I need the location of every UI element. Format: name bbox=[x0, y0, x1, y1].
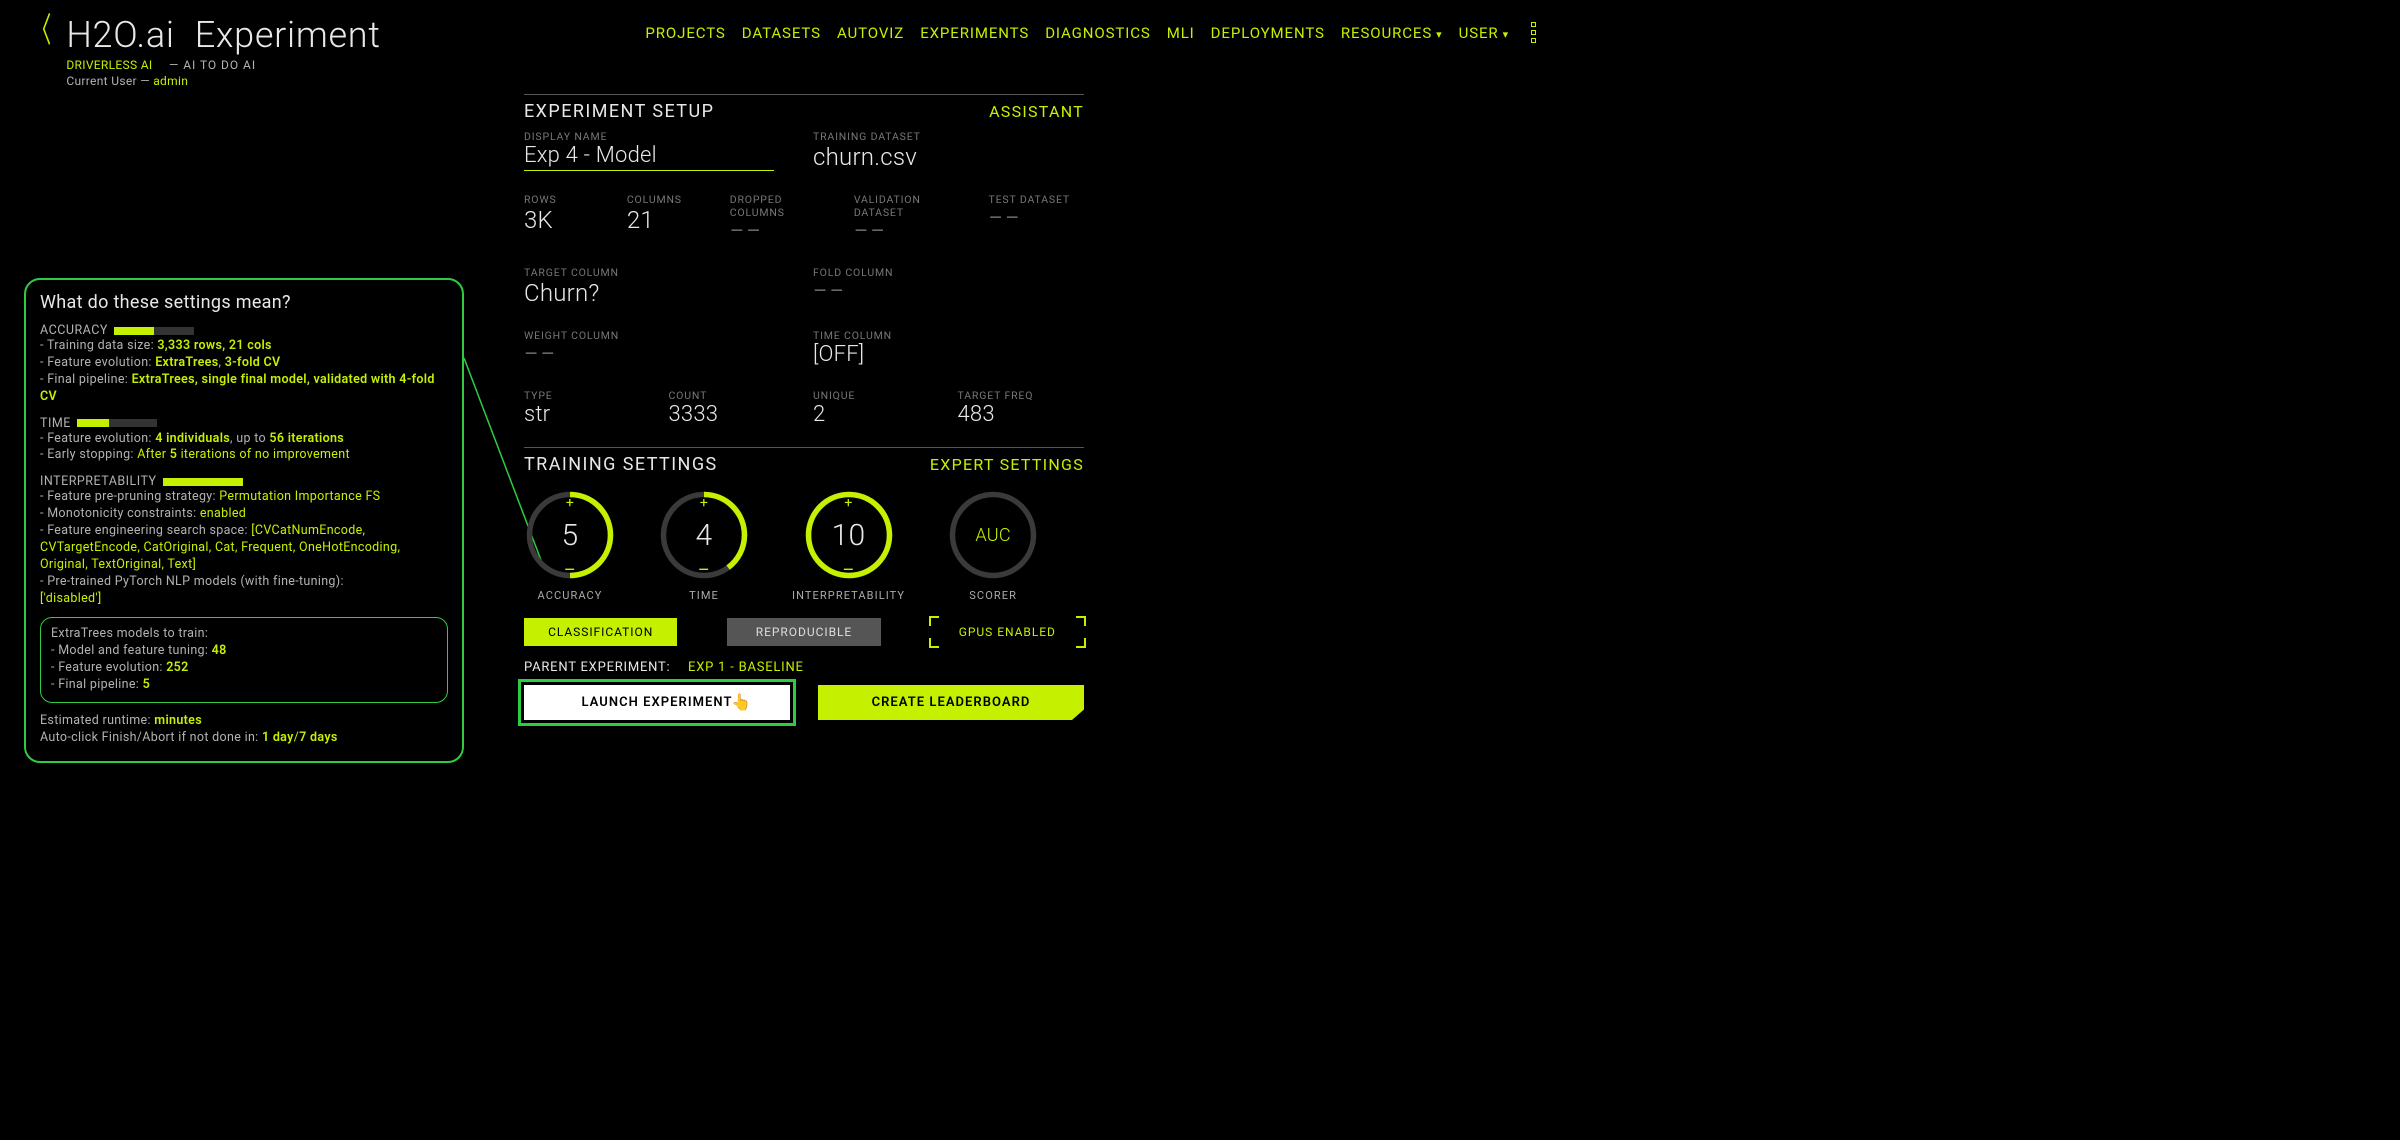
current-user-label: Current User — bbox=[66, 74, 150, 88]
dropped-value[interactable]: –– bbox=[730, 219, 836, 244]
nav-mli[interactable]: MLI bbox=[1167, 24, 1195, 42]
create-leaderboard-button[interactable]: CREATE LEADERBOARD bbox=[818, 685, 1084, 720]
nav-deployments[interactable]: DEPLOYMENTS bbox=[1211, 24, 1325, 42]
unique-value: 2 bbox=[813, 402, 940, 427]
time-bar bbox=[77, 419, 157, 427]
fold-value[interactable]: –– bbox=[813, 279, 1084, 304]
interp-section-title: INTERPRETABILITY bbox=[40, 474, 448, 489]
classification-pill[interactable]: CLASSIFICATION bbox=[524, 618, 677, 646]
cursor-hand-icon: 👆 bbox=[731, 692, 752, 711]
page-title: Experiment bbox=[195, 14, 381, 56]
product-tagline: — AI TO DO AI bbox=[169, 58, 256, 72]
nav-autoviz[interactable]: AUTOVIZ bbox=[837, 24, 904, 42]
nav-user[interactable]: USER bbox=[1459, 24, 1509, 42]
box-line: Feature evolution: 252 bbox=[51, 660, 437, 677]
dials-row: + 5 – ACCURACY + 4 – TIME bbox=[524, 489, 1084, 602]
main-nav: PROJECTS DATASETS AUTOVIZ EXPERIMENTS DI… bbox=[645, 14, 1536, 43]
accuracy-bar bbox=[114, 327, 194, 335]
topbar: 〈 H2O.ai Experiment DRIVERLESS AI — AI T… bbox=[0, 0, 1560, 88]
nav-menu-icon[interactable] bbox=[1531, 22, 1536, 43]
display-name-field[interactable]: DISPLAY NAME Exp 4 - Model bbox=[524, 130, 795, 171]
validation-value[interactable]: –– bbox=[854, 219, 971, 244]
current-user: admin bbox=[153, 74, 188, 88]
training-title: TRAINING SETTINGS bbox=[524, 454, 718, 475]
training-dataset-field[interactable]: TRAINING DATASET churn.csv bbox=[813, 130, 1084, 171]
parent-experiment-value[interactable]: EXP 1 - BASELINE bbox=[688, 660, 804, 675]
gpus-pill[interactable]: GPUS ENABLED bbox=[931, 618, 1084, 646]
accuracy-dial[interactable]: + 5 – bbox=[524, 489, 616, 581]
weight-value[interactable]: –– bbox=[524, 342, 795, 367]
nav-resources[interactable]: RESOURCES bbox=[1341, 24, 1443, 42]
panel-title: What do these settings mean? bbox=[40, 292, 448, 313]
minus-icon[interactable]: – bbox=[842, 566, 854, 577]
reproducible-pill[interactable]: REPRODUCIBLE bbox=[727, 618, 880, 646]
setup-title: EXPERIMENT SETUP bbox=[524, 101, 714, 122]
minus-icon[interactable]: – bbox=[564, 566, 576, 577]
accuracy-line: Final pipeline: ExtraTrees, single final… bbox=[40, 372, 448, 406]
runtime-line: Estimated runtime: minutes bbox=[40, 713, 448, 730]
models-to-train-box: ExtraTrees models to train: Model and fe… bbox=[40, 617, 448, 703]
nav-datasets[interactable]: DATASETS bbox=[742, 24, 821, 42]
cols-value: 21 bbox=[627, 206, 712, 234]
interp-line: Feature pre-pruning strategy: Permutatio… bbox=[40, 489, 448, 506]
time-section-title: TIME bbox=[40, 416, 448, 431]
nav-diagnostics[interactable]: DIAGNOSTICS bbox=[1045, 24, 1151, 42]
brand-block: H2O.ai Experiment DRIVERLESS AI — AI TO … bbox=[66, 14, 380, 88]
freq-value: 483 bbox=[958, 402, 1085, 427]
assistant-link[interactable]: ASSISTANT bbox=[989, 102, 1084, 121]
box-line: Final pipeline: 5 bbox=[51, 677, 437, 694]
accuracy-section-title: ACCURACY bbox=[40, 323, 448, 338]
interp-line: Pre-trained PyTorch NLP models (with fin… bbox=[40, 574, 448, 608]
nav-projects[interactable]: PROJECTS bbox=[645, 24, 725, 42]
scorer-dial[interactable]: AUC bbox=[947, 489, 1039, 581]
interp-line: Feature engineering search space: [CVCat… bbox=[40, 523, 448, 574]
interp-line: Monotonicity constraints: enabled bbox=[40, 506, 448, 523]
expert-settings-link[interactable]: EXPERT SETTINGS bbox=[930, 455, 1084, 474]
accuracy-line: Training data size: 3,333 rows, 21 cols bbox=[40, 338, 448, 355]
settings-explainer-panel: What do these settings mean? ACCURACY Tr… bbox=[24, 278, 464, 763]
launch-experiment-button[interactable]: LAUNCH EXPERIMENT 👆 bbox=[524, 685, 790, 720]
nav-experiments[interactable]: EXPERIMENTS bbox=[920, 24, 1029, 42]
parent-experiment-row: PARENT EXPERIMENT: EXP 1 - BASELINE bbox=[524, 660, 1084, 675]
minus-icon[interactable]: – bbox=[698, 566, 710, 577]
target-value[interactable]: Churn? bbox=[524, 279, 795, 307]
test-value[interactable]: –– bbox=[989, 206, 1084, 231]
type-value: str bbox=[524, 402, 651, 427]
box-line: Model and feature tuning: 48 bbox=[51, 643, 437, 660]
time-line: Early stopping: After 5 iterations of no… bbox=[40, 447, 448, 464]
time-dial[interactable]: + 4 – bbox=[658, 489, 750, 581]
interp-dial[interactable]: + 10 – bbox=[803, 489, 895, 581]
interp-bar bbox=[163, 478, 243, 486]
timecol-value[interactable]: [OFF] bbox=[813, 342, 1084, 367]
count-value: 3333 bbox=[669, 402, 796, 427]
time-line: Feature evolution: 4 individuals, up to … bbox=[40, 431, 448, 448]
back-chevron-icon[interactable]: 〈 bbox=[31, 14, 52, 48]
rows-value: 3K bbox=[524, 206, 609, 234]
accuracy-line: Feature evolution: ExtraTrees, 3-fold CV bbox=[40, 355, 448, 372]
product-name: DRIVERLESS AI bbox=[66, 58, 152, 72]
brand-h2o: H2O.ai bbox=[66, 14, 174, 56]
autoclick-line: Auto-click Finish/Abort if not done in: … bbox=[40, 730, 448, 747]
